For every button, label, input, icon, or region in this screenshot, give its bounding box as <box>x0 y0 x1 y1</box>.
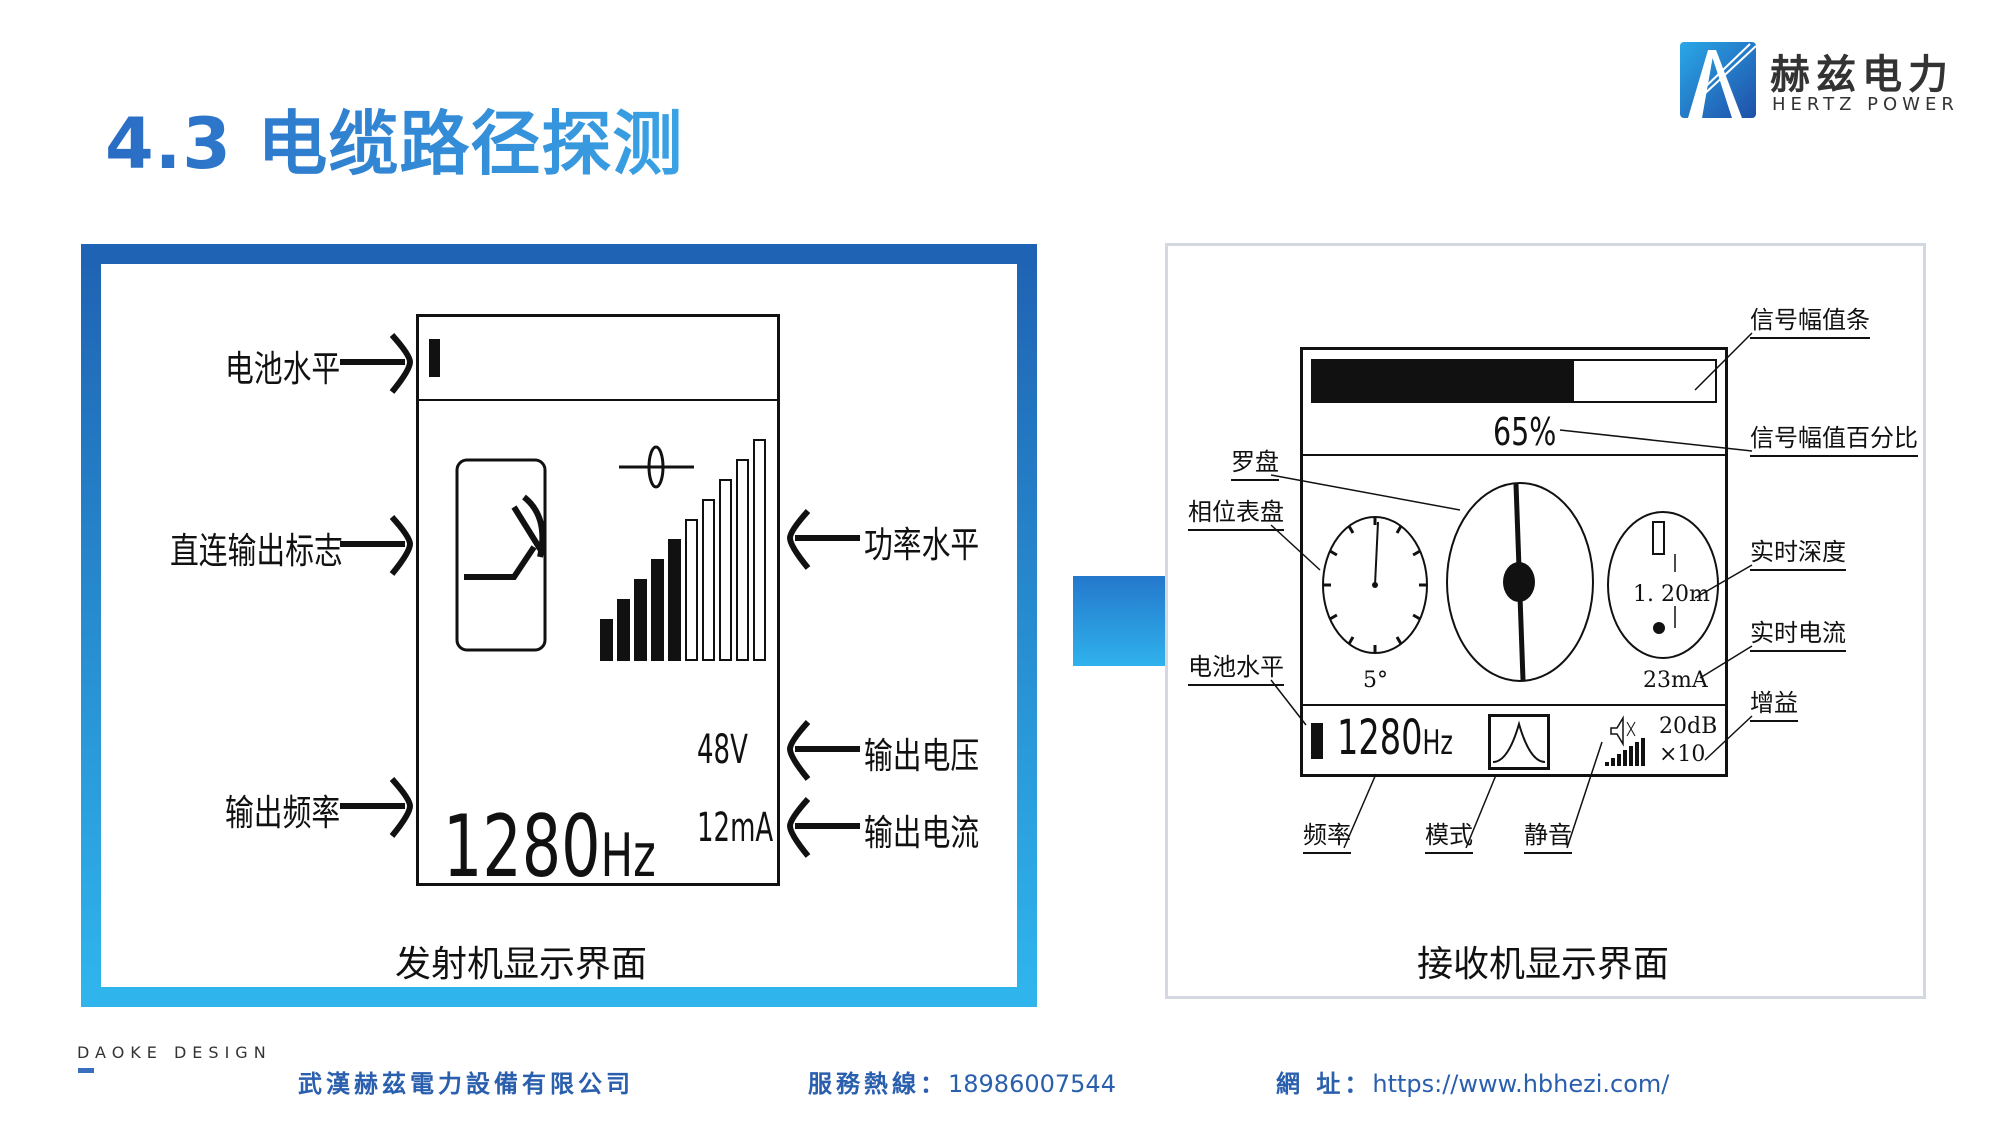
label-current: 实时电流 <box>1750 613 1846 652</box>
connector-block <box>1073 576 1165 666</box>
label-compass: 罗盘 <box>1231 442 1279 481</box>
label-mode: 模式 <box>1425 815 1473 854</box>
label-depth: 实时深度 <box>1750 532 1846 571</box>
battery-icon <box>1311 718 1323 759</box>
dial-tick <box>1412 549 1421 557</box>
label-output-frequency: 输出频率 <box>225 793 341 834</box>
url-label: 網 址： <box>1276 1070 1373 1098</box>
page-title: 4.3 电缆路径探测 <box>105 88 683 189</box>
website-link[interactable]: https://www.hbhezi.com/ <box>1372 1070 1670 1098</box>
power-bar <box>668 539 681 661</box>
label-signal-percent: 信号幅值百分比 <box>1750 418 1918 457</box>
output-current: 12mA <box>697 805 774 851</box>
transmitter-caption: 发射机显示界面 <box>394 944 648 985</box>
signal-bar-fill <box>1313 361 1575 401</box>
label-gain: 增益 <box>1750 683 1798 722</box>
dial-tick <box>1347 636 1355 645</box>
mute-volume-icon <box>1605 715 1645 766</box>
power-bar <box>736 459 749 661</box>
compass-icon <box>1446 482 1594 682</box>
signal-amplitude-bar <box>1311 359 1717 403</box>
power-bar <box>651 559 664 661</box>
dial-tick <box>1329 549 1338 557</box>
label-battery: 电池水平 <box>1188 647 1284 686</box>
receiver-screen: 65% 5° 1. 20m 23mA 1280Hz <box>1300 347 1728 777</box>
label-frequency: 频率 <box>1303 815 1351 854</box>
power-bar <box>753 439 766 661</box>
receiver-caption: 接收机显示界面 <box>1416 944 1670 985</box>
company-name: 武漢赫茲電力設備有限公司 <box>298 1070 634 1098</box>
dial-tick <box>1329 613 1338 621</box>
output-frequency: 1280Hz <box>443 797 656 897</box>
power-bar <box>634 579 647 661</box>
header-divider <box>419 399 777 401</box>
label-output-current: 输出电流 <box>864 813 980 854</box>
top-divider <box>1303 454 1725 456</box>
hotline-number: 18986007544 <box>948 1070 1116 1098</box>
hertz-logo-icon <box>1680 42 1757 118</box>
dial-tick <box>1395 525 1403 534</box>
brand-logo: 赫兹电力 HERTZ POWER <box>1680 42 1980 122</box>
phase-value: 5° <box>1363 668 1388 693</box>
dial-tick <box>1347 525 1355 534</box>
mode-peak-icon <box>1488 714 1550 770</box>
direct-connect-clamp-icon <box>455 458 547 652</box>
current-value: 23mA <box>1643 668 1708 693</box>
phase-dial-icon <box>1322 516 1428 654</box>
footer-design-mark: DAOKE DESIGN <box>77 1043 272 1062</box>
footer-website: 網 址：https://www.hbhezi.com/ <box>1276 1064 1669 1099</box>
hotline-label: 服務熱線： <box>808 1070 948 1098</box>
footer-accent <box>78 1068 94 1073</box>
signal-percent: 65% <box>1493 410 1557 454</box>
brand-name-en: HERTZ POWER <box>1772 94 1959 115</box>
depth-value: 1. 20m <box>1633 582 1710 607</box>
label-output-voltage: 输出电压 <box>864 736 980 777</box>
battery-icon <box>429 335 440 377</box>
frequency-value: 1280 <box>443 797 601 897</box>
gain-multiplier: ×10 <box>1659 742 1706 767</box>
power-bar <box>685 519 698 661</box>
power-bar <box>719 479 732 661</box>
power-bar <box>617 599 630 661</box>
label-phase-dial: 相位表盘 <box>1188 492 1284 531</box>
footer-company: 武漢赫茲電力設備有限公司 <box>298 1064 634 1099</box>
frequency-unit: Hz <box>600 821 656 891</box>
label-direct-output: 直连输出标志 <box>170 531 343 572</box>
brand-name-cn: 赫兹电力 <box>1770 52 1954 98</box>
dial-tick <box>1395 636 1403 645</box>
label-battery-level: 电池水平 <box>225 349 341 390</box>
output-voltage: 48V <box>697 727 748 773</box>
power-bar <box>600 619 613 661</box>
power-bar <box>702 499 715 661</box>
gain-db: 20dB <box>1659 714 1718 739</box>
label-power-level: 功率水平 <box>864 525 980 566</box>
label-signal-bar: 信号幅值条 <box>1750 300 1870 339</box>
frequency-unit: Hz <box>1422 723 1453 763</box>
power-level-icon <box>600 439 766 661</box>
dial-tick <box>1412 613 1421 621</box>
frequency-value: 1280 <box>1337 710 1423 766</box>
label-mute: 静音 <box>1524 815 1572 854</box>
bottom-divider <box>1303 704 1725 706</box>
dials <box>1322 482 1719 682</box>
receiver-frequency: 1280Hz <box>1337 710 1453 766</box>
footer-hotline: 服務熱線：18986007544 <box>808 1064 1116 1099</box>
transmitter-screen: 1280Hz 48V 12mA <box>416 314 780 897</box>
